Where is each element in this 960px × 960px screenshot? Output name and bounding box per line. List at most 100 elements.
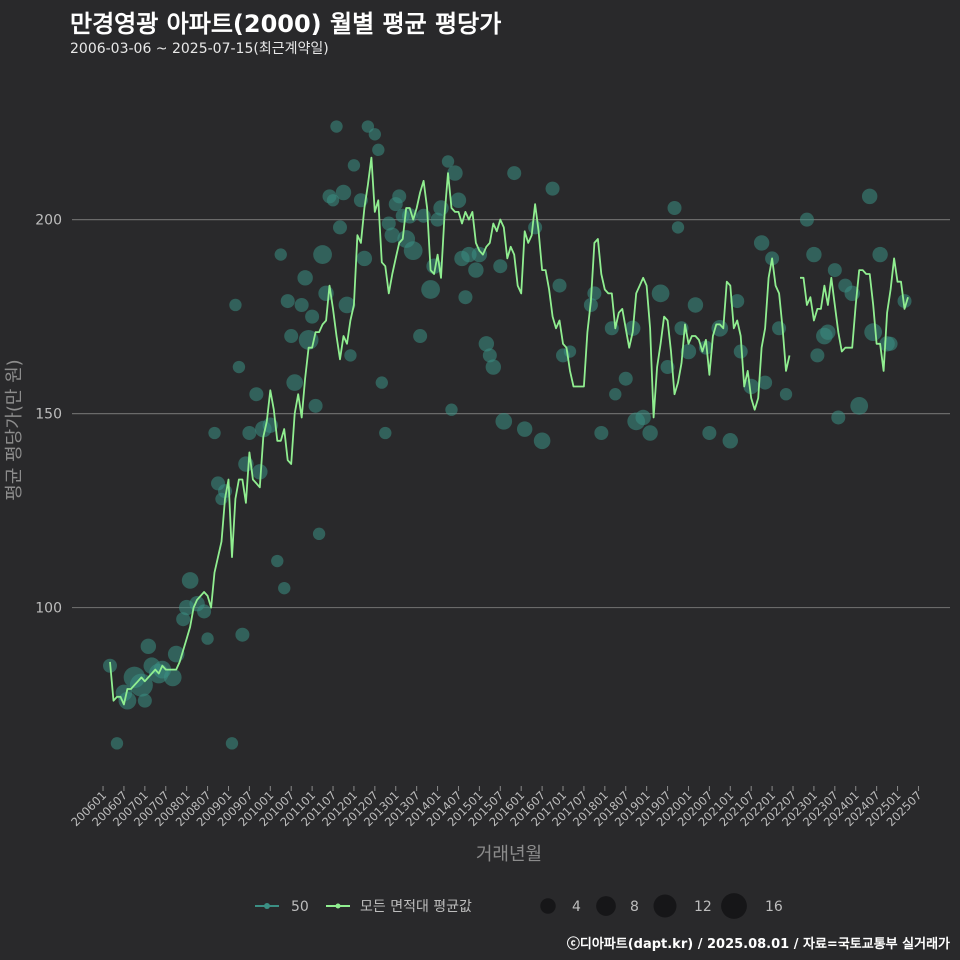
bubble-point bbox=[118, 691, 137, 710]
bubble-point bbox=[368, 128, 382, 141]
bubble-point bbox=[820, 324, 836, 340]
bubble-point bbox=[702, 425, 717, 441]
bubble-point bbox=[110, 737, 124, 750]
average-price-line bbox=[109, 156, 909, 706]
bubble-point bbox=[552, 278, 567, 293]
bubble-point bbox=[493, 259, 508, 274]
bubble-point bbox=[594, 425, 609, 441]
bubble-point bbox=[252, 464, 268, 480]
y-tick-label: 100 bbox=[35, 601, 62, 617]
bubble-point bbox=[294, 297, 309, 312]
bubble-point bbox=[872, 246, 888, 263]
legend-key-bubble-dot bbox=[264, 903, 270, 909]
bubble-point bbox=[468, 262, 484, 278]
bubble-point bbox=[680, 343, 697, 360]
bubble-point bbox=[286, 374, 304, 391]
bubble-point bbox=[810, 348, 825, 363]
bubble-point bbox=[609, 388, 622, 401]
bubble-point bbox=[827, 263, 842, 278]
bubble-point bbox=[280, 294, 295, 309]
bubble-point bbox=[305, 309, 320, 324]
bubble-point bbox=[687, 297, 704, 313]
bubble-point bbox=[163, 668, 182, 687]
bubble-point bbox=[471, 246, 488, 263]
bubble-point bbox=[883, 336, 898, 351]
bubble-point bbox=[335, 184, 352, 201]
bubble-point bbox=[447, 165, 463, 181]
bubble-point bbox=[381, 216, 396, 231]
bubble-point bbox=[284, 329, 299, 344]
bubble-point bbox=[308, 398, 323, 413]
legend-size-dot bbox=[653, 894, 677, 918]
y-axis: 100 150 200 bbox=[35, 213, 62, 617]
bubble-point bbox=[733, 344, 748, 359]
line-series bbox=[109, 156, 909, 706]
chart-subtitle: 2006-03-06 ~ 2025-07-15(최근계약일) bbox=[70, 41, 329, 57]
bubble-point bbox=[229, 298, 242, 312]
bubble-point bbox=[806, 246, 822, 263]
bubble-point bbox=[181, 572, 199, 589]
bubble-point bbox=[528, 220, 543, 235]
bubble-point bbox=[730, 294, 745, 309]
bubble-point bbox=[271, 554, 284, 568]
bubble-point bbox=[347, 159, 361, 172]
y-tick-label: 150 bbox=[35, 407, 62, 423]
bubble-point bbox=[667, 201, 682, 216]
bubble-point bbox=[743, 378, 759, 395]
bubble-point bbox=[450, 192, 467, 208]
bubble-point bbox=[249, 387, 264, 402]
bubble-point bbox=[861, 188, 878, 205]
bubble-point bbox=[864, 323, 883, 342]
bubble-point bbox=[338, 296, 356, 314]
bubble-point bbox=[332, 220, 347, 235]
legend-size-label: 8 bbox=[630, 899, 639, 915]
bubble-point bbox=[235, 627, 250, 642]
bubble-point bbox=[587, 286, 602, 301]
bubble-point bbox=[232, 360, 246, 374]
bubble-point bbox=[642, 425, 658, 441]
bubble-point bbox=[372, 143, 385, 157]
bubble-point bbox=[430, 212, 445, 227]
y-axis-label: 평균 평당가(만 원) bbox=[4, 359, 25, 500]
bubble-point bbox=[478, 336, 495, 352]
footer-credit: ⓒ디아파트(dapt.kr) / 2025.08.01 / 자료=국토교통부 실… bbox=[566, 937, 950, 952]
x-axis-label: 거래년월 bbox=[476, 844, 542, 865]
bubble-point bbox=[545, 181, 560, 196]
bubble-point bbox=[421, 280, 440, 299]
bubble-point bbox=[312, 527, 326, 541]
legend-size-dot bbox=[540, 898, 556, 914]
bubble-point bbox=[413, 329, 428, 344]
legend: 50 모든 면적대 평균값 4 8 12 16 bbox=[255, 893, 783, 919]
bubble-point bbox=[384, 227, 400, 243]
bubble-point bbox=[635, 409, 651, 426]
bubble-point bbox=[297, 270, 313, 286]
legend-size-dot bbox=[721, 893, 747, 919]
grid-lines bbox=[72, 219, 950, 609]
bubble-point bbox=[671, 221, 685, 234]
bubble-point bbox=[722, 433, 738, 449]
legend-label-line: 모든 면적대 평균값 bbox=[360, 899, 472, 915]
bubble-point bbox=[753, 235, 770, 251]
bubble-point bbox=[445, 403, 458, 416]
bubble-point bbox=[651, 284, 670, 303]
bubble-point bbox=[850, 396, 869, 415]
legend-size-label: 4 bbox=[572, 899, 581, 915]
y-tick-label: 200 bbox=[35, 213, 62, 229]
bubble-point bbox=[278, 581, 291, 595]
bubble-point bbox=[441, 155, 455, 168]
bubble-point bbox=[485, 359, 502, 375]
bubble-point bbox=[507, 166, 522, 181]
legend-label-bubble: 50 bbox=[291, 899, 309, 915]
bubble-point bbox=[344, 349, 357, 362]
x-axis: 2006012006072007012007072008012008072009… bbox=[68, 786, 925, 829]
chart-title: 만경영광 아파트(2000) 월별 평균 평당가 bbox=[70, 10, 502, 38]
bubble-point bbox=[458, 290, 473, 305]
bubble-point bbox=[140, 638, 157, 655]
bubble-point bbox=[779, 388, 793, 401]
bubble-point bbox=[274, 248, 287, 261]
bubble-point bbox=[137, 693, 152, 708]
bubble-point bbox=[772, 321, 787, 336]
bubble-point bbox=[482, 348, 497, 363]
bubble-point bbox=[330, 120, 343, 133]
bubble-point bbox=[197, 604, 212, 619]
